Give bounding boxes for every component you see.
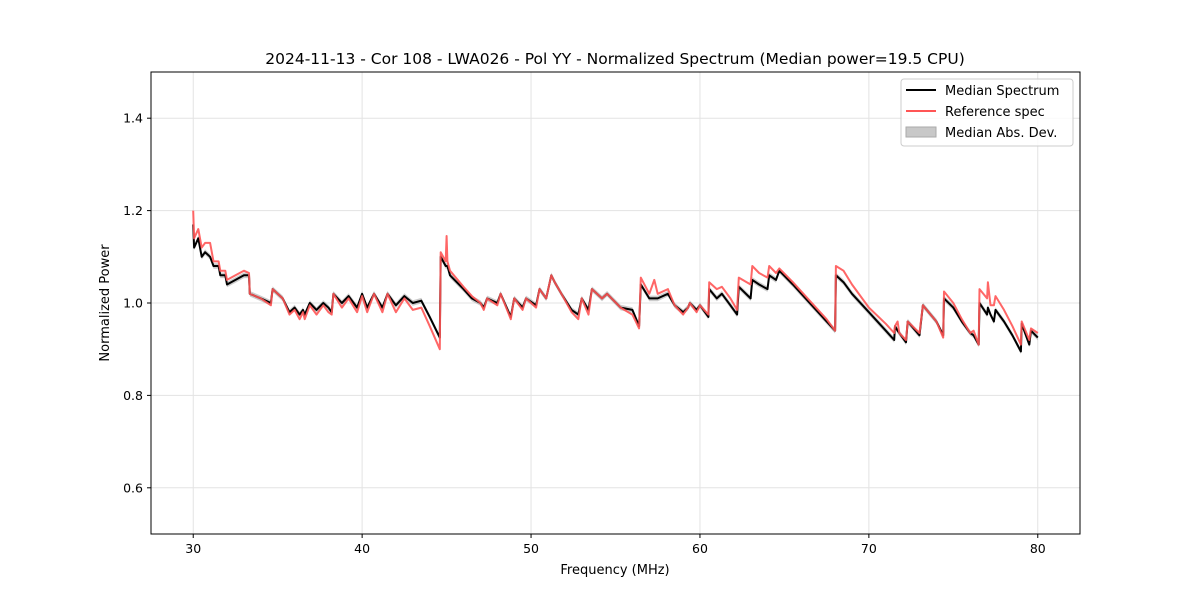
median-spectrum-line	[192, 224, 1039, 353]
x-tick-label: 50	[523, 541, 539, 556]
plot-area	[192, 210, 1039, 355]
y-tick-label: 1.2	[123, 203, 143, 218]
x-tick-label: 40	[354, 541, 370, 556]
legend-reference-label: Reference spec	[945, 105, 1045, 120]
legend-box	[900, 78, 1074, 147]
legend-mad-label: Median Abs. Dev.	[945, 126, 1057, 141]
y-tick-label: 0.6	[123, 480, 143, 495]
reference-spectrum-line	[192, 210, 1039, 351]
legend-mad-swatch	[905, 126, 937, 138]
x-tick-label: 80	[1030, 541, 1046, 556]
x-tick-label: 70	[861, 541, 877, 556]
x-tick-label: 30	[185, 541, 201, 556]
y-tick-label: 1.4	[123, 111, 143, 126]
legend: Median Spectrum Reference spec Median Ab…	[900, 78, 1074, 147]
x-tick-label: 60	[692, 541, 708, 556]
mad-band	[193, 221, 1038, 355]
chart-title: 2024-11-13 - Cor 108 - LWA026 - Pol YY -…	[265, 50, 965, 68]
y-tick-label: 1.0	[123, 296, 143, 311]
legend-median-label: Median Spectrum	[945, 84, 1059, 99]
x-axis-label: Frequency (MHz)	[560, 563, 669, 578]
axis-ticks: 30 40 50 60 70 80 0.6 0.8 1.0 1.2 1.4	[123, 111, 1046, 556]
y-axis-label: Normalized Power	[98, 244, 113, 362]
y-tick-label: 0.8	[123, 388, 143, 403]
